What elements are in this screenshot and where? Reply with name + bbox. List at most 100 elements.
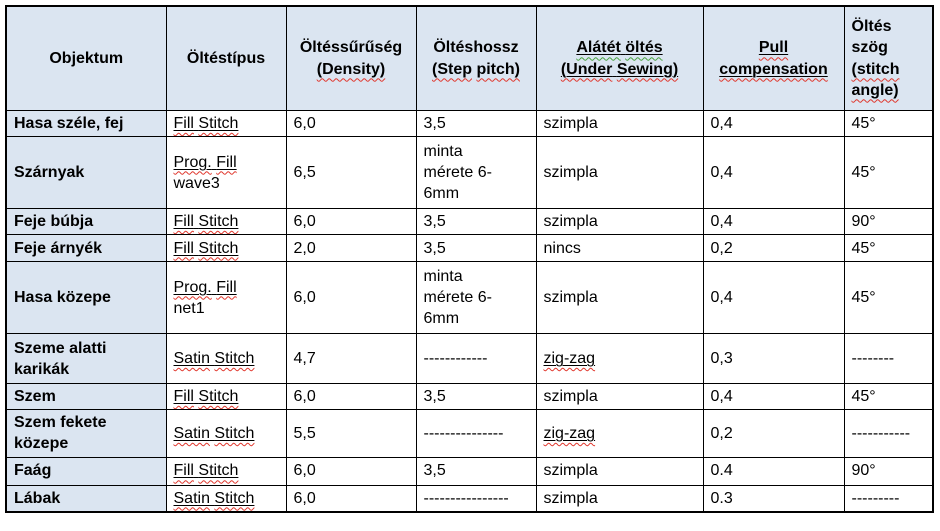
table-cell: Satin Stitch (165, 333, 287, 385)
text-run: Objektum (49, 49, 124, 67)
table-row: Szem fekete közepe Satin Stitch 5,5 --------… (5, 409, 934, 458)
text-run: 0,4 (710, 388, 733, 406)
table-cell: Satin Stitch (165, 409, 287, 458)
stitch-settings-table: Objektum Öltéstípus Öltéssűrűség (Density) Ö… (5, 5, 934, 513)
row-label-cell: Szem (5, 383, 167, 411)
text-run: Fill (216, 154, 236, 171)
text-run: 0.4 (710, 462, 733, 480)
text-run: szimpla (543, 213, 598, 231)
text-run: net1 (173, 299, 205, 317)
header-cell-3: Öltéssűrűség (Density) (285, 5, 417, 111)
table-row: Feje árnyék Fill Stitch 2,0 3,5 nincs 0,2 45° (5, 234, 934, 263)
row-label-cell: Feje búbja (5, 208, 167, 236)
text-run: Fill (173, 239, 194, 257)
text-run: 0.3 (710, 489, 733, 507)
text-run: Fill (174, 213, 194, 230)
text-run: Öltés (851, 18, 892, 36)
row-label-cell: Szeme alatti karikák (5, 333, 167, 385)
row-label-cell: Hasa széle, fej (5, 109, 167, 138)
text-run: 45° (851, 289, 876, 307)
table-cell: minta mérete 6- 6mm (415, 261, 537, 335)
header-cell-6: Pull compensation (702, 5, 845, 111)
table-cell: 0,2 (702, 234, 845, 263)
table-cell: 5,5 (285, 409, 417, 458)
table-cell: 0.4 (702, 456, 845, 486)
text-run: 45° (851, 115, 876, 132)
text-run: Prog. (173, 153, 212, 171)
text-run: 0,3 (710, 350, 733, 368)
text-run: Sewing) (616, 60, 679, 78)
table-cell: 90° (843, 456, 934, 486)
text-run: 0,4 (710, 213, 733, 231)
text-run: 6,0 (293, 213, 316, 231)
table-cell: 0,2 (702, 409, 845, 458)
text-run: Feje árnyék (14, 239, 103, 257)
table-cell: zig-zag (535, 333, 704, 385)
text-run: Stitch (198, 239, 239, 257)
table-cell: 45° (843, 261, 934, 335)
text-run: angle) (851, 81, 899, 99)
text-run: 6,0 (293, 388, 316, 406)
row-label-cell: Szem fekete közepe (5, 409, 167, 458)
text-run: 3,5 (423, 115, 446, 132)
text-run: öltés (625, 39, 663, 57)
text-run: 6mm (423, 310, 460, 328)
table-cell: Fill Stitch (165, 234, 287, 263)
text-run: (Under (560, 60, 613, 78)
table-cell: 4,7 (285, 333, 417, 385)
table-cell: -------- (843, 333, 934, 385)
text-run: Faág (14, 462, 52, 480)
table-cell: szimpla (535, 383, 704, 411)
text-run: Stitch (198, 240, 238, 257)
table-cell: 45° (843, 234, 934, 263)
text-run: szög (851, 39, 888, 57)
text-run: Szem fekete (14, 414, 107, 432)
text-run: Szem (14, 388, 56, 406)
table-cell: 6,0 (285, 383, 417, 411)
text-run: Stitch (198, 388, 239, 406)
row-label-cell: Feje árnyék (5, 234, 167, 263)
text-run: Stitch (198, 388, 238, 405)
text-run: Prog. (173, 278, 212, 296)
table-row: Szeme alatti karikák Satin Stitch 4,7 ------… (5, 333, 934, 385)
text-run: 6,5 (293, 164, 316, 182)
table-cell: 6,0 (285, 109, 417, 138)
table-cell: szimpla (535, 456, 704, 486)
table-row: Faág Fill Stitch 6,0 3,5 szimpla 0.4 90° (5, 456, 934, 486)
table-cell: 3,5 (415, 109, 537, 138)
row-label-cell: Hasa közepe (5, 261, 167, 335)
table-cell: zig-zag (535, 409, 704, 458)
table-cell: Fill Stitch (165, 208, 287, 236)
text-run: 0,4 (710, 164, 733, 182)
text-run: Stitch (198, 213, 239, 231)
text-run: 6,0 (293, 289, 316, 307)
text-run: Fill (216, 279, 236, 296)
text-run: karikák (14, 360, 70, 378)
text-run: (Step (432, 60, 472, 78)
text-run: 90° (851, 213, 876, 231)
text-run: Stitch (198, 462, 238, 479)
text-run: Fill (173, 462, 194, 480)
table-cell: 0,4 (702, 208, 845, 236)
table-cell: ----------- (843, 409, 934, 458)
header-cell-4: Öltéshossz (Step pitch) (415, 5, 537, 111)
text-run: szimpla (543, 289, 598, 307)
text-run: Prog. (174, 279, 212, 296)
text-run: (Density) (316, 60, 386, 78)
table-cell: 3,5 (415, 383, 537, 411)
text-run: Satin (173, 489, 210, 507)
table-cell: Prog. Fill net1 (165, 261, 287, 335)
text-run: Stitch (214, 425, 254, 442)
table-cell: 45° (843, 109, 934, 138)
text-run: Alátét (576, 39, 621, 57)
table-cell: 3,5 (415, 208, 537, 236)
text-run: Lábak (14, 489, 61, 507)
text-run: Öltéstípus (186, 49, 266, 67)
text-run: -------- (851, 350, 895, 368)
text-run: Satin (174, 425, 210, 442)
text-run: Stitch (198, 115, 238, 132)
table-cell: nincs (535, 234, 704, 263)
text-run: Öltéshossz (433, 39, 519, 57)
text-run: Stitch (214, 350, 255, 368)
table-cell: 6,0 (285, 484, 417, 513)
